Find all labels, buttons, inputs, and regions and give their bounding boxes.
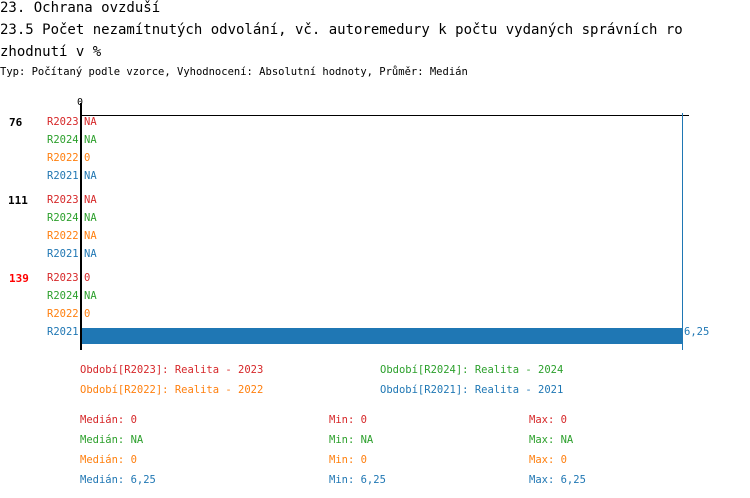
bar-value-label: NA — [84, 134, 97, 146]
period-label: R2022 — [47, 308, 79, 320]
legend-item: Období[R2024]: Realita - 2024 — [380, 364, 564, 376]
period-label: R2024 — [47, 134, 79, 146]
bar-value-label: NA — [84, 290, 97, 302]
y-axis-line — [80, 103, 82, 350]
x-tick-label: 0 — [77, 97, 84, 108]
period-label: R2023 — [47, 194, 79, 206]
stat-max: Max: 0 — [529, 454, 567, 466]
chart-title: 23.5 Počet nezamítnutých odvolání, vč. a… — [0, 22, 683, 38]
stat-median: Medián: 0 — [80, 414, 137, 426]
stat-min: Min: NA — [329, 434, 374, 446]
period-label: R2023 — [47, 272, 79, 284]
bar-value-label: NA — [84, 116, 97, 128]
period-label: R2024 — [47, 290, 79, 302]
stat-min: Min: 6,25 — [329, 474, 386, 486]
stat-median: Medián: 6,25 — [80, 474, 156, 486]
period-label: R2021 — [47, 248, 79, 260]
bar-value-label: 6,25 — [684, 326, 710, 338]
bar-value-label: NA — [84, 194, 97, 206]
bar-value-label: NA — [84, 212, 97, 224]
chart-title-continued: zhodnutí v % — [0, 44, 102, 60]
bar-value-label: NA — [84, 230, 97, 242]
bar-value-label: NA — [84, 248, 97, 260]
section-title: 23. Ochrana ovzduší — [0, 0, 161, 16]
stat-max: Max: NA — [529, 434, 574, 446]
max-reference-line — [682, 113, 683, 350]
group-label: 111 — [8, 194, 28, 207]
stat-max: Max: 6,25 — [529, 474, 586, 486]
legend-item: Období[R2021]: Realita - 2021 — [380, 384, 564, 396]
stat-max: Max: 0 — [529, 414, 567, 426]
stat-min: Min: 0 — [329, 414, 367, 426]
legend-item: Období[R2023]: Realita - 2023 — [80, 364, 264, 376]
period-label: R2022 — [47, 230, 79, 242]
bar-chart — [0, 0, 750, 360]
period-label: R2024 — [47, 212, 79, 224]
bar-value-label: 0 — [84, 272, 91, 284]
legend-item: Období[R2022]: Realita - 2022 — [80, 384, 264, 396]
period-label: R2021 — [47, 170, 79, 182]
stat-median: Medián: NA — [80, 434, 144, 446]
period-label: R2021 — [47, 326, 79, 338]
period-label: R2022 — [47, 152, 79, 164]
bar-value-label: 0 — [84, 152, 91, 164]
stat-min: Min: 0 — [329, 454, 367, 466]
group-label: 76 — [9, 116, 23, 129]
bar-value-label: NA — [84, 170, 97, 182]
group-label: 139 — [9, 272, 29, 285]
chart-subtitle: Typ: Počítaný podle vzorce, Vyhodnocení:… — [0, 66, 468, 78]
x-axis-top-line — [81, 115, 689, 116]
period-label: R2023 — [47, 116, 79, 128]
stat-median: Medián: 0 — [80, 454, 137, 466]
bar — [82, 328, 682, 344]
bar-value-label: 0 — [84, 308, 91, 320]
